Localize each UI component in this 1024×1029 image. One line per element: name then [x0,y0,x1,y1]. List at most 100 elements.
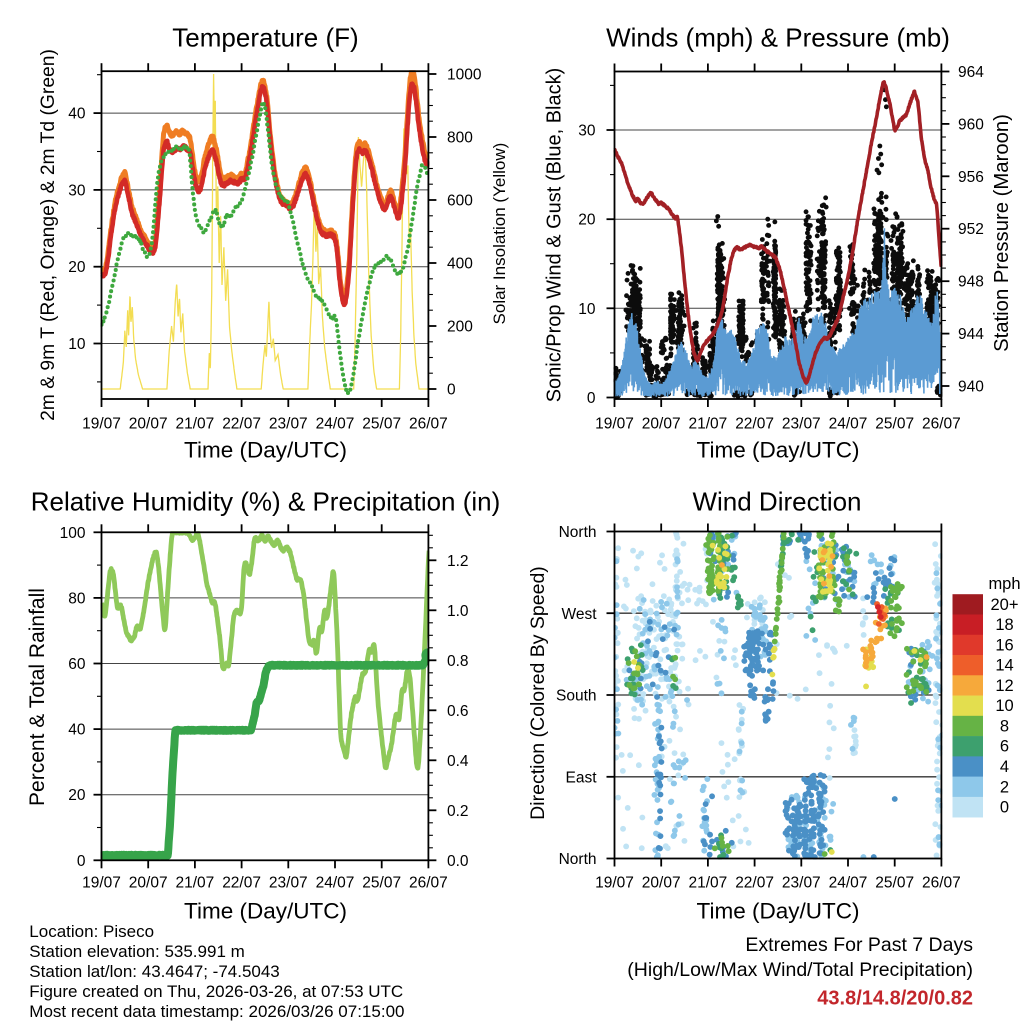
svg-text:22/07: 22/07 [222,416,261,433]
svg-text:20: 20 [68,259,86,276]
svg-text:60: 60 [68,656,86,673]
svg-text:10: 10 [578,301,596,318]
svg-text:Time (Day/UTC): Time (Day/UTC) [697,438,860,463]
svg-text:North: North [559,851,597,868]
svg-text:Relative Humidity (%) & Precip: Relative Humidity (%) & Precipitation (i… [31,487,501,517]
svg-text:0.8: 0.8 [447,653,469,670]
svg-text:Most recent data timestamp: 20: Most recent data timestamp: 2026/03/26 0… [29,1002,404,1021]
svg-text:Station elevation: 535.991 m: Station elevation: 535.991 m [29,942,244,961]
svg-text:Station Pressure (Maroon): Station Pressure (Maroon) [991,114,1013,352]
svg-text:Solar Insolation (Yellow): Solar Insolation (Yellow) [490,143,509,325]
svg-text:600: 600 [447,193,473,210]
svg-text:23/07: 23/07 [782,416,821,433]
svg-text:940: 940 [958,378,984,395]
svg-text:20/07: 20/07 [642,875,681,892]
svg-text:200: 200 [447,319,473,336]
svg-text:(High/Low/Max Wind/Total Preci: (High/Low/Max Wind/Total Precipitation) [627,959,973,981]
svg-text:1000: 1000 [447,67,482,84]
svg-text:23/07: 23/07 [782,875,821,892]
svg-text:10: 10 [68,336,86,353]
svg-text:21/07: 21/07 [176,875,215,892]
svg-text:Location: Piseco: Location: Piseco [29,922,154,941]
svg-text:6: 6 [1000,738,1009,756]
svg-text:24/07: 24/07 [316,875,355,892]
svg-text:30: 30 [68,182,86,199]
svg-text:18: 18 [995,616,1013,634]
svg-text:14: 14 [995,657,1013,675]
svg-text:North: North [559,524,597,541]
svg-text:25/07: 25/07 [362,875,401,892]
svg-text:40: 40 [68,722,86,739]
svg-text:43.8/14.8/20/0.82: 43.8/14.8/20/0.82 [817,988,973,1010]
svg-text:4: 4 [1000,758,1009,776]
svg-text:1.2: 1.2 [447,553,469,570]
svg-text:Wind Direction: Wind Direction [692,487,861,517]
svg-text:20+: 20+ [991,596,1019,614]
svg-text:24/07: 24/07 [829,875,868,892]
svg-text:22/07: 22/07 [222,875,261,892]
svg-text:24/07: 24/07 [829,416,868,433]
svg-text:12: 12 [995,677,1013,695]
svg-text:23/07: 23/07 [269,416,308,433]
svg-text:Temperature (F): Temperature (F) [172,23,358,53]
svg-text:0: 0 [447,382,456,399]
svg-text:20/07: 20/07 [642,416,681,433]
svg-text:mph: mph [988,575,1020,593]
svg-text:400: 400 [447,256,473,273]
svg-text:948: 948 [958,274,984,291]
svg-text:16: 16 [995,636,1013,654]
svg-text:26/07: 26/07 [409,416,448,433]
svg-text:0.2: 0.2 [447,803,469,820]
svg-text:2m & 9m T (Red, Orange) & 2m T: 2m & 9m T (Red, Orange) & 2m Td (Green) [38,49,59,421]
svg-text:Station lat/lon: 43.4647; -74.: Station lat/lon: 43.4647; -74.5043 [29,962,279,981]
svg-text:East: East [565,769,597,786]
svg-text:23/07: 23/07 [269,875,308,892]
svg-text:21/07: 21/07 [176,416,215,433]
svg-text:80: 80 [68,590,86,607]
svg-text:26/07: 26/07 [922,416,961,433]
svg-text:100: 100 [60,525,86,542]
svg-text:20: 20 [578,212,596,229]
svg-text:20/07: 20/07 [129,875,168,892]
svg-text:19/07: 19/07 [595,416,634,433]
svg-text:0.0: 0.0 [447,853,469,870]
svg-text:24/07: 24/07 [316,416,355,433]
svg-text:26/07: 26/07 [922,875,961,892]
svg-text:Time (Day/UTC): Time (Day/UTC) [184,438,347,463]
svg-text:956: 956 [958,169,984,186]
svg-text:22/07: 22/07 [735,416,774,433]
svg-text:40: 40 [68,106,86,123]
svg-text:22/07: 22/07 [735,875,774,892]
svg-text:20: 20 [68,787,86,804]
svg-text:944: 944 [958,326,984,343]
svg-text:952: 952 [958,221,984,238]
svg-text:Extremes For Past 7 Days: Extremes For Past 7 Days [745,934,973,956]
svg-text:Percent & Total Rainfall: Percent & Total Rainfall [26,588,49,806]
svg-text:30: 30 [578,122,596,139]
svg-text:1.0: 1.0 [447,603,469,620]
svg-text:0: 0 [77,853,86,870]
svg-text:Winds (mph) & Pressure (mb): Winds (mph) & Pressure (mb) [606,23,950,53]
svg-text:21/07: 21/07 [689,416,728,433]
svg-text:964: 964 [958,64,984,81]
svg-text:25/07: 25/07 [875,875,914,892]
svg-text:25/07: 25/07 [362,416,401,433]
svg-text:South: South [556,688,597,705]
svg-text:0.4: 0.4 [447,753,469,770]
svg-text:0.6: 0.6 [447,703,469,720]
svg-text:8: 8 [1000,717,1009,735]
svg-text:West: West [561,606,597,623]
svg-text:Figure created on Thu, 2026-03: Figure created on Thu, 2026-03-26, at 07… [29,982,403,1001]
svg-text:10: 10 [995,697,1013,715]
svg-text:800: 800 [447,130,473,147]
svg-text:960: 960 [958,116,984,133]
svg-text:0: 0 [587,390,596,407]
svg-text:20/07: 20/07 [129,416,168,433]
svg-text:0: 0 [1000,799,1009,817]
svg-text:Direction (Colored By Speed): Direction (Colored By Speed) [527,566,549,820]
svg-text:26/07: 26/07 [409,875,448,892]
svg-text:21/07: 21/07 [689,875,728,892]
svg-text:25/07: 25/07 [875,416,914,433]
svg-text:19/07: 19/07 [595,875,634,892]
svg-text:Sonic/Prop Wind & Gust (Blue,: Sonic/Prop Wind & Gust (Blue, Black) [544,68,566,403]
